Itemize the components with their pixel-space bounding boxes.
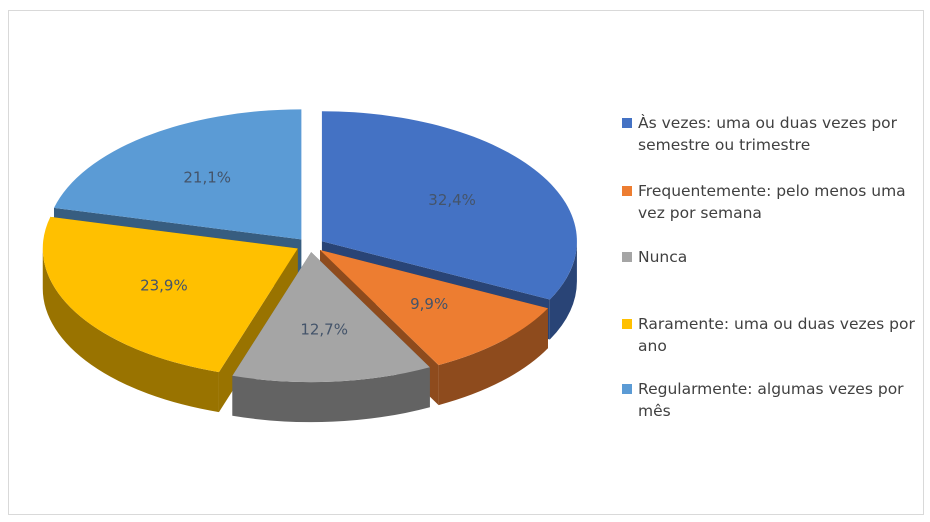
slice xyxy=(232,252,430,383)
data-label: 32,4% xyxy=(428,191,476,209)
slice-side xyxy=(549,241,577,340)
data-label: 21,1% xyxy=(183,168,231,186)
legend-label: Raramente: uma ou duas vezes por ano xyxy=(638,315,915,355)
legend-swatch xyxy=(622,319,632,329)
legend-label: Regularmente: algumas vezes por mês xyxy=(638,380,904,420)
slice xyxy=(321,111,577,300)
legend-label: Nunca xyxy=(638,248,688,266)
legend-label: Às vezes: uma ou duas vezes por semestre… xyxy=(638,114,898,154)
slice xyxy=(42,216,298,373)
slice-side xyxy=(438,308,548,406)
slice-side xyxy=(42,248,219,413)
data-label: 12,7% xyxy=(300,320,348,338)
legend-label: Frequentemente: pelo menos uma vez por s… xyxy=(638,182,906,222)
legend-item: Frequentemente: pelo menos uma vez por s… xyxy=(622,180,922,224)
legend-item: Regularmente: algumas vezes por mês xyxy=(622,378,922,422)
legend-item: Raramente: uma ou duas vezes por ano xyxy=(622,313,922,357)
slice xyxy=(319,249,548,366)
legend-swatch xyxy=(622,186,632,196)
legend-swatch xyxy=(622,252,632,262)
slice xyxy=(54,109,302,240)
legend-item: Nunca xyxy=(622,246,922,268)
data-label: 23,9% xyxy=(140,277,188,295)
slice-side xyxy=(232,367,430,423)
legend-item: Às vezes: uma ou duas vezes por semestre… xyxy=(622,112,922,156)
chart-frame xyxy=(8,10,924,515)
legend-swatch xyxy=(622,384,632,394)
legend-swatch xyxy=(622,118,632,128)
data-label: 9,9% xyxy=(410,295,448,313)
